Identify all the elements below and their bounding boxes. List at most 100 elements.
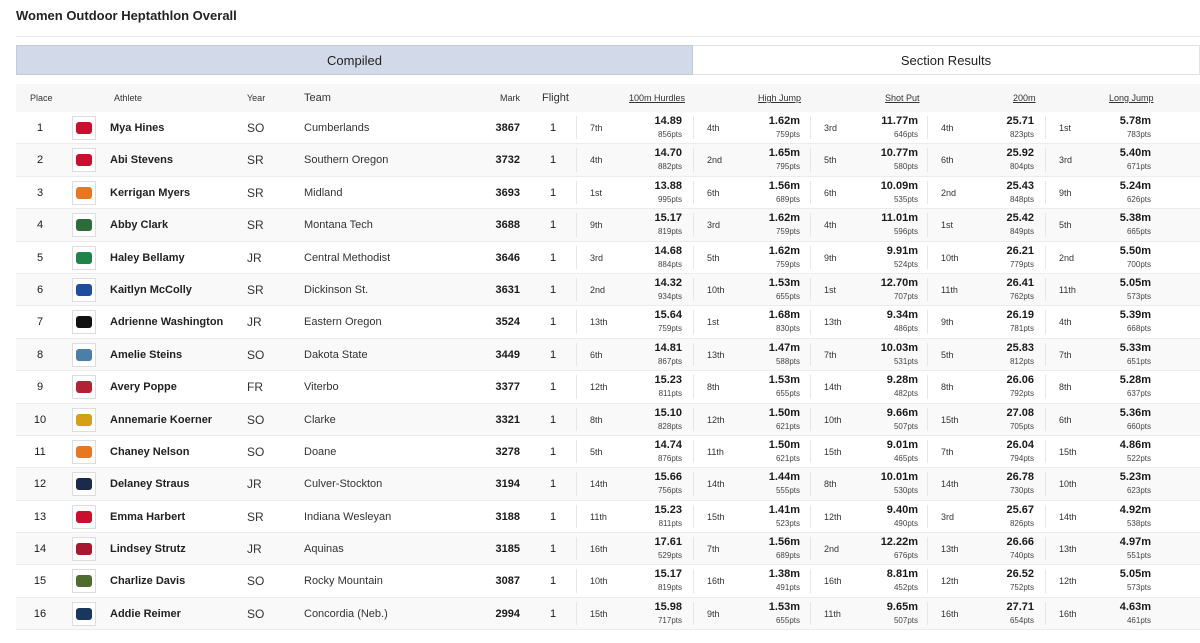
- table-row[interactable]: 13 Emma Harbert SR Indiana Wesleyan 3188 1 11t…: [16, 501, 1200, 534]
- event-result: 26.78 730pts: [974, 468, 1034, 500]
- place: 14: [33, 543, 47, 556]
- athlete-name[interactable]: Annemarie Koerner: [110, 413, 213, 426]
- event-place: 15th: [1059, 446, 1077, 457]
- team-name[interactable]: Eastern Oregon: [304, 316, 382, 329]
- event-points: 523pts: [775, 518, 800, 528]
- athlete-name[interactable]: Lindsey Strutz: [110, 543, 186, 556]
- tab-compiled[interactable]: Compiled: [16, 45, 693, 75]
- team-name[interactable]: Montana Tech: [304, 219, 373, 232]
- athlete-name[interactable]: Addie Reimer: [110, 607, 181, 620]
- table-row[interactable]: 16 Addie Reimer SO Concordia (Neb.) 2994 1 15t…: [16, 597, 1200, 631]
- athlete-name[interactable]: Chaney Nelson: [110, 445, 190, 458]
- tab-section-results[interactable]: Section Results: [693, 45, 1200, 75]
- table-row[interactable]: 10 Annemarie Koerner SO Clarke 3321 1 8th 15.10…: [16, 403, 1200, 436]
- table-row[interactable]: 15 Charlize Davis SO Rocky Mountain 3087 1 10t…: [16, 565, 1200, 598]
- athlete-name[interactable]: Kerrigan Myers: [110, 186, 191, 199]
- team-name[interactable]: Dakota State: [304, 348, 368, 361]
- total-mark: 3377: [495, 381, 520, 394]
- team-name[interactable]: Clarke: [304, 413, 336, 426]
- event-mark: 1.65m: [768, 147, 800, 160]
- event-result: 1.62m 759pts: [740, 112, 800, 144]
- team-logo-icon: [72, 375, 96, 400]
- team-name[interactable]: Cumberlands: [304, 122, 370, 134]
- table-row[interactable]: 14 Lindsey Strutz JR Aquinas 3185 1 16th 17.61 5…: [16, 533, 1200, 566]
- team-name[interactable]: Central Methodist: [304, 251, 391, 264]
- athlete-name[interactable]: Abi Stevens: [110, 154, 173, 167]
- table-row[interactable]: 7 Adrienne Washington JR Eastern Oregon 3524…: [16, 306, 1200, 339]
- header-high-jump[interactable]: High Jump: [758, 93, 802, 103]
- athlete-name[interactable]: Charlize Davis: [110, 575, 186, 588]
- team-name[interactable]: Viterbo: [304, 381, 339, 394]
- table-row[interactable]: 12 Delaney Straus JR Culver-Stockton 3194 1 14…: [16, 468, 1200, 501]
- place: 2: [36, 154, 44, 167]
- athlete-name[interactable]: Amelie Steins: [110, 348, 183, 361]
- athlete-name[interactable]: Kaitlyn McColly: [110, 283, 192, 296]
- event-result: 1.56m 689pts: [740, 177, 800, 209]
- team-name[interactable]: Midland: [304, 186, 343, 199]
- column-divider: [693, 213, 694, 237]
- event-points: 651pts: [1126, 356, 1151, 366]
- team-name[interactable]: Dickinson St.: [304, 283, 369, 296]
- team-name[interactable]: Rocky Mountain: [304, 575, 383, 588]
- place: 10: [33, 413, 47, 426]
- table-row[interactable]: 4 Abby Clark SR Montana Tech 3688 1 9th 15.17 81…: [16, 209, 1200, 242]
- total-mark: 3188: [495, 510, 520, 523]
- team-name[interactable]: Culver-Stockton: [304, 478, 383, 491]
- table-row[interactable]: 11 Chaney Nelson SO Doane 3278 1 5th 14.74 876pt…: [16, 436, 1200, 469]
- flight: 1: [550, 316, 557, 329]
- event-result: 26.06 792pts: [974, 371, 1034, 403]
- event-points: 676pts: [893, 551, 918, 561]
- table-row[interactable]: 1 Mya Hines SO Cumberlands 3867 1 7th 14.89 856p…: [16, 112, 1200, 145]
- event-points: 856pts: [657, 130, 682, 139]
- table-row[interactable]: 8 Amelie Steins SO Dakota State 3449 1 6th 14.8…: [16, 338, 1200, 372]
- event-points: 717pts: [657, 615, 682, 625]
- table-row[interactable]: 5 Haley Bellamy JR Central Methodist 3646 1 3r…: [16, 242, 1200, 274]
- flight: 1: [550, 445, 557, 458]
- athlete-name[interactable]: Emma Harbert: [110, 510, 186, 523]
- divider: [16, 36, 1200, 37]
- total-mark: 3449: [495, 348, 520, 361]
- team-name[interactable]: Southern Oregon: [304, 154, 389, 167]
- event-place: 12th: [1059, 576, 1077, 587]
- event-result: 11.01m 596pts: [858, 209, 918, 241]
- header-shot-put[interactable]: Shot Put: [885, 93, 920, 103]
- event-place: 4th: [824, 220, 837, 231]
- team-name[interactable]: Doane: [304, 445, 337, 458]
- table-row[interactable]: 3 Kerrigan Myers SR Midland 3693 1 1st 13.88 995…: [16, 177, 1200, 210]
- header-100m-hurdles[interactable]: 100m Hurdles: [629, 93, 686, 103]
- total-mark: 3688: [495, 219, 520, 232]
- athlete-name[interactable]: Abby Clark: [110, 219, 169, 232]
- table-row[interactable]: 6 Kaitlyn McColly SR Dickinson St. 3631 1 2nd 1…: [16, 273, 1200, 307]
- total-mark: 3524: [495, 316, 520, 329]
- event-points: 882pts: [657, 162, 682, 172]
- column-divider: [576, 537, 577, 561]
- event-points: 491pts: [775, 583, 800, 593]
- event-place: 6th: [707, 187, 720, 198]
- event-points: 781pts: [1009, 324, 1034, 334]
- team-name[interactable]: Aquinas: [304, 543, 344, 556]
- event-mark: 14.74: [654, 438, 682, 451]
- team-name[interactable]: Concordia (Neb.): [304, 607, 388, 620]
- athlete-year: SR: [247, 153, 264, 168]
- column-divider: [927, 601, 928, 626]
- athlete-name[interactable]: Mya Hines: [110, 122, 165, 134]
- column-divider: [693, 277, 694, 302]
- header-long-jump[interactable]: Long Jump: [1109, 93, 1154, 103]
- athlete-name[interactable]: Haley Bellamy: [110, 251, 185, 264]
- team-name[interactable]: Indiana Wesleyan: [304, 510, 392, 523]
- table-row[interactable]: 9 Avery Poppe FR Viterbo 3377 1 12th 15.23 811pt…: [16, 371, 1200, 404]
- event-result: 1.50m 621pts: [740, 404, 800, 436]
- table-row[interactable]: 2 Abi Stevens SR Southern Oregon 3732 1 4th 14.…: [16, 144, 1200, 177]
- total-mark: 3867: [495, 122, 520, 134]
- athlete-name[interactable]: Avery Poppe: [110, 381, 177, 394]
- event-points: 804pts: [1009, 162, 1034, 172]
- header-200m[interactable]: 200m: [1013, 93, 1036, 103]
- event-place: 15th: [590, 608, 608, 619]
- event-mark: 12.22m: [880, 536, 918, 549]
- athlete-name[interactable]: Adrienne Washington: [110, 316, 224, 329]
- column-divider: [576, 407, 577, 431]
- athlete-name[interactable]: Delaney Straus: [110, 478, 190, 491]
- event-mark: 12.70m: [880, 276, 918, 289]
- event-result: 10.03m 531pts: [858, 339, 918, 371]
- event-mark: 15.10: [654, 406, 682, 419]
